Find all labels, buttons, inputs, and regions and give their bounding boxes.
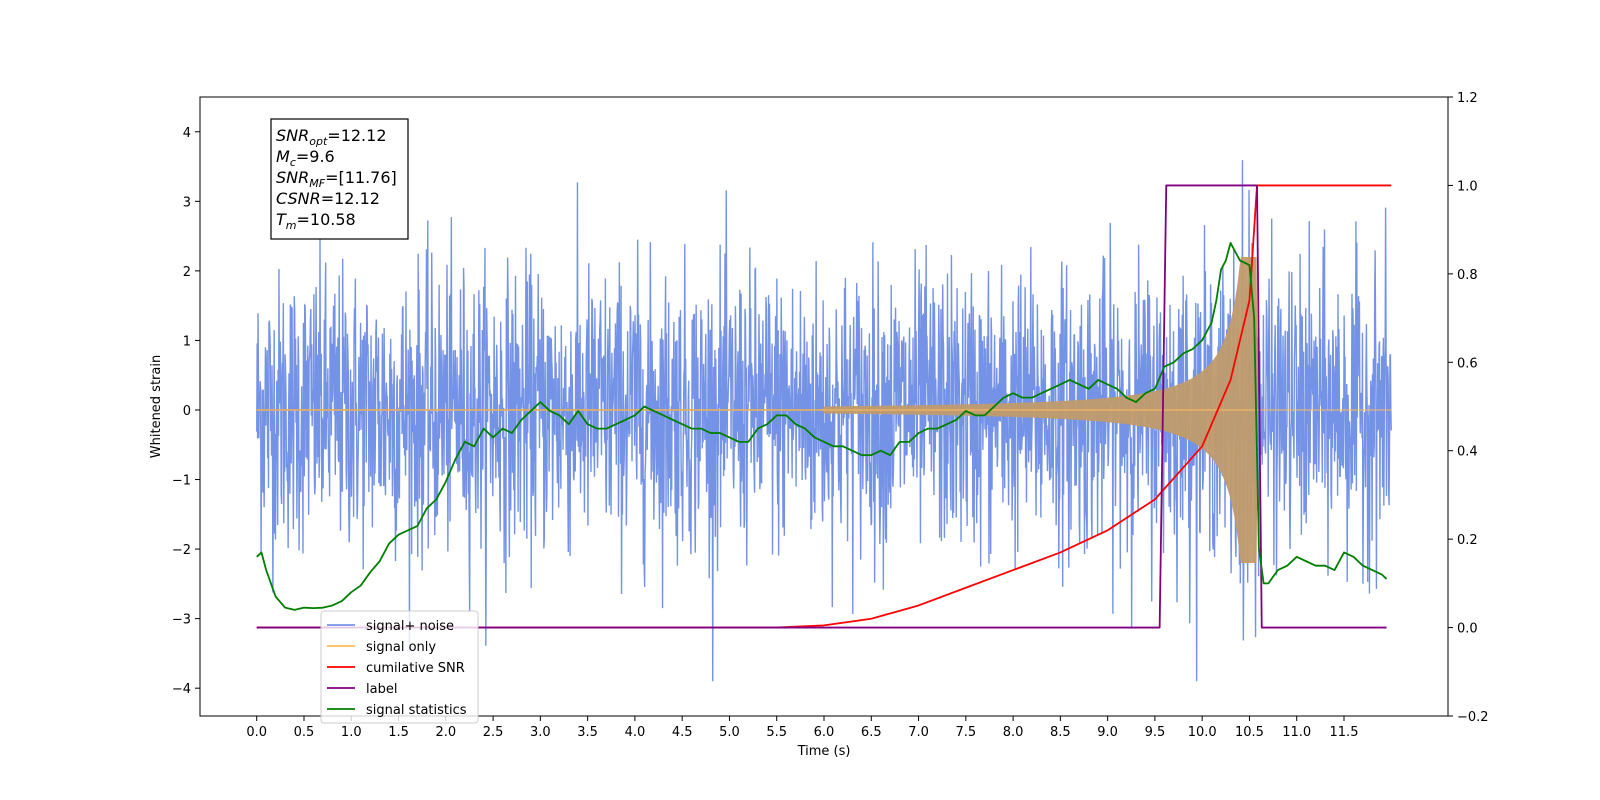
left-y-tick-label: 3 bbox=[183, 195, 191, 210]
x-tick-label: 3.5 bbox=[577, 725, 598, 740]
x-tick-label: 3.0 bbox=[530, 725, 551, 740]
annotation-line: SNRMF=[11.76] bbox=[276, 168, 397, 190]
annotation-line: Tm=10.58 bbox=[276, 210, 356, 232]
cumilative-snr-line bbox=[256, 184, 1392, 629]
x-tick-label: 11.0 bbox=[1282, 725, 1311, 740]
legend-label: label bbox=[366, 682, 397, 697]
left-y-tick-label: 2 bbox=[183, 265, 191, 280]
x-tick-label: 11.5 bbox=[1330, 725, 1359, 740]
signal-statistics-line bbox=[256, 242, 1388, 611]
annotation-frame bbox=[270, 118, 409, 240]
x-tick-label: 6.5 bbox=[861, 725, 882, 740]
right-axis-series bbox=[256, 184, 1392, 629]
right-y-tick-label: 0.6 bbox=[1457, 356, 1478, 371]
x-tick-label: 10.5 bbox=[1235, 725, 1264, 740]
legend-label: signal only bbox=[366, 640, 436, 655]
x-tick-label: 5.0 bbox=[719, 725, 740, 740]
y-axis-label: Whitened strain bbox=[149, 355, 164, 458]
x-tick-label: 8.0 bbox=[1003, 725, 1024, 740]
x-tick-label: 10.0 bbox=[1188, 725, 1217, 740]
label-line bbox=[256, 184, 1387, 629]
annotation-box: SNRopt=12.12Mc=9.6SNRMF=[11.76]CSNR=12.1… bbox=[270, 118, 409, 240]
x-tick-label: 1.5 bbox=[388, 725, 409, 740]
left-y-tick-label: −3 bbox=[172, 613, 191, 628]
left-y-tick-label: −4 bbox=[172, 682, 191, 697]
x-tick-label: 0.0 bbox=[246, 725, 267, 740]
right-y-tick-label: 1.0 bbox=[1457, 179, 1478, 194]
right-y-tick-label: 0.8 bbox=[1457, 268, 1478, 283]
left-y-tick-label: 4 bbox=[183, 126, 191, 141]
x-tick-label: 5.5 bbox=[766, 725, 787, 740]
x-tick-label: 7.0 bbox=[908, 725, 929, 740]
x-tick-label: 7.5 bbox=[955, 725, 976, 740]
signal-plus-noise-line bbox=[256, 160, 1392, 682]
x-tick-label: 8.5 bbox=[1050, 725, 1071, 740]
x-axis-ticks: 0.0 0.5 1.0 1.5 2.0 2.5 3.0 3.5 4.0 4.5 5.0 5.5 6.0 6… bbox=[246, 716, 1358, 740]
x-tick-label: 2.0 bbox=[435, 725, 456, 740]
x-tick-label: 2.5 bbox=[483, 725, 504, 740]
annotation-line: SNRopt=12.12 bbox=[276, 126, 387, 148]
series-signal-plus-noise bbox=[256, 160, 1392, 682]
right-y-tick-label: 0.0 bbox=[1457, 622, 1478, 637]
right-y-axis-ticks: 1.2 1.0 0.8 0.6 0.4 0.2 0.0 −0.2 bbox=[1448, 91, 1489, 725]
legend-label: cumilative SNR bbox=[366, 661, 465, 676]
left-y-tick-label: 0 bbox=[183, 404, 191, 419]
right-y-tick-label: 0.4 bbox=[1457, 445, 1478, 460]
legend-label: signal statistics bbox=[366, 703, 467, 718]
left-y-tick-label: 1 bbox=[183, 334, 191, 349]
annotation-line: Mc=9.6 bbox=[276, 147, 335, 169]
x-tick-label: 4.0 bbox=[625, 725, 646, 740]
x-tick-label: 4.5 bbox=[672, 725, 693, 740]
right-y-tick-label: 1.2 bbox=[1457, 91, 1478, 106]
right-y-tick-label: 0.2 bbox=[1457, 533, 1478, 548]
left-y-tick-label: −1 bbox=[172, 474, 191, 489]
series-signal-only bbox=[256, 256, 1392, 563]
legend: signal+ noise signal only cumilative SNR la… bbox=[320, 610, 479, 724]
left-y-axis-ticks: 4 3 2 1 0 −1 −2 −3 −4 bbox=[172, 126, 200, 697]
x-tick-label: 9.0 bbox=[1097, 725, 1118, 740]
x-tick-label: 0.5 bbox=[294, 725, 315, 740]
legend-frame bbox=[320, 610, 479, 724]
right-y-tick-label: −0.2 bbox=[1457, 710, 1489, 725]
annotation-line: CSNR=12.12 bbox=[276, 189, 380, 208]
x-tick-label: 9.5 bbox=[1145, 725, 1166, 740]
x-tick-label: 1.0 bbox=[341, 725, 362, 740]
x-tick-label: 6.0 bbox=[814, 725, 835, 740]
legend-label: signal+ noise bbox=[366, 619, 454, 634]
left-y-tick-label: −2 bbox=[172, 543, 191, 558]
x-axis-label: Time (s) bbox=[797, 744, 851, 759]
